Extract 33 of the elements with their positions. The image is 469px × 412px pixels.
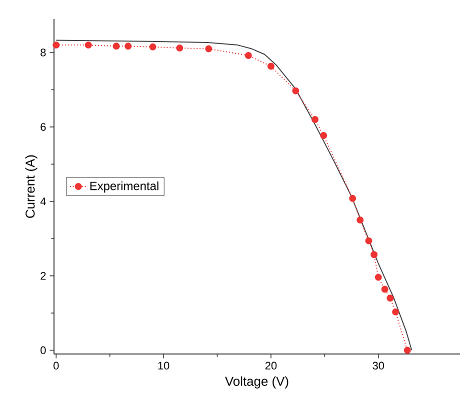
point — [365, 237, 372, 244]
point — [124, 42, 132, 50]
x-axis-title: Voltage (V) — [225, 376, 288, 388]
point — [370, 251, 378, 258]
legend-label: Experimental — [90, 181, 158, 193]
y-axis-title: Current (A) — [25, 155, 38, 218]
point — [149, 43, 156, 50]
point — [244, 52, 252, 59]
point — [267, 62, 274, 70]
point — [205, 45, 212, 52]
x-tick-label: 20 — [265, 362, 277, 370]
point — [386, 294, 394, 302]
point — [404, 346, 411, 354]
point — [292, 87, 300, 94]
point — [112, 42, 120, 50]
x-tick-label: 30 — [372, 362, 384, 370]
point — [356, 216, 364, 224]
point — [349, 194, 356, 202]
x-tick-label: 0 — [54, 362, 59, 370]
y-tick-label: 0 — [40, 346, 46, 354]
y-tick-label: 8 — [40, 48, 46, 56]
y-tick-label: 6 — [40, 123, 46, 131]
point — [381, 286, 388, 293]
y-tick-label: 2 — [40, 272, 46, 280]
y-tick-label: 4 — [40, 198, 46, 206]
x-tick-label: 10 — [158, 362, 170, 370]
point — [312, 116, 318, 123]
point — [176, 44, 184, 52]
point — [84, 42, 92, 49]
point — [320, 132, 328, 139]
point — [374, 274, 382, 281]
point — [52, 42, 60, 49]
point — [392, 308, 400, 316]
